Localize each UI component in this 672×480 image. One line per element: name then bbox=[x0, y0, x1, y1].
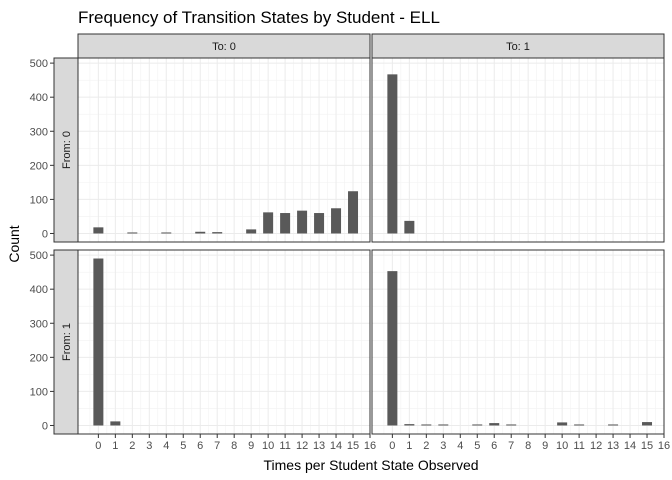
x-tick-label: 16 bbox=[364, 440, 376, 452]
x-tick-label: 10 bbox=[556, 440, 568, 452]
bar bbox=[387, 271, 398, 426]
x-tick-label: 16 bbox=[658, 440, 670, 452]
bar bbox=[110, 421, 121, 426]
x-tick-label: 13 bbox=[607, 440, 619, 452]
panel-background bbox=[78, 250, 370, 434]
y-tick-label: 200 bbox=[30, 160, 48, 172]
bar bbox=[387, 74, 398, 234]
x-tick-label: 3 bbox=[146, 440, 152, 452]
x-tick-label: 13 bbox=[313, 440, 325, 452]
x-tick-label: 6 bbox=[197, 440, 203, 452]
x-tick-label: 14 bbox=[624, 440, 636, 452]
facet-panel bbox=[371, 57, 665, 243]
x-tick-label: 15 bbox=[347, 440, 359, 452]
x-tick-label: 12 bbox=[296, 440, 308, 452]
y-tick-label: 400 bbox=[30, 284, 48, 296]
y-axis-ticks: 0 100 200 300 400 500 0 100 200 300 400 500 bbox=[30, 58, 54, 432]
x-tick-label: 0 bbox=[389, 440, 395, 452]
panel-background bbox=[372, 250, 664, 434]
bar bbox=[438, 424, 449, 426]
chart-title: Frequency of Transition States by Studen… bbox=[78, 8, 440, 27]
bar bbox=[642, 422, 653, 426]
bar bbox=[297, 210, 308, 234]
x-tick-label: 15 bbox=[641, 440, 653, 452]
x-tick-label: 12 bbox=[590, 440, 602, 452]
y-tick-label: 300 bbox=[30, 126, 48, 138]
column-strip bbox=[371, 33, 665, 59]
bar bbox=[574, 424, 585, 426]
facet-panel bbox=[371, 249, 665, 435]
x-tick-label: 8 bbox=[231, 440, 237, 452]
bar bbox=[161, 232, 172, 234]
x-tick-label: 14 bbox=[330, 440, 342, 452]
y-tick-label: 0 bbox=[42, 420, 48, 432]
x-tick-label: 0 bbox=[95, 440, 101, 452]
x-tick-label: 11 bbox=[573, 440, 584, 452]
column-strip bbox=[77, 33, 371, 59]
y-tick-label: 400 bbox=[30, 92, 48, 104]
panel-border bbox=[77, 249, 371, 435]
x-tick-label: 9 bbox=[248, 440, 254, 452]
x-tick-label: 2 bbox=[423, 440, 429, 452]
x-tick-label: 7 bbox=[508, 440, 514, 452]
bar bbox=[557, 422, 568, 426]
panel-background bbox=[372, 58, 664, 242]
x-tick-label: 9 bbox=[542, 440, 548, 452]
bar bbox=[404, 220, 415, 234]
row-strip-label: From: 0 bbox=[61, 131, 73, 169]
bar bbox=[212, 232, 223, 234]
bar bbox=[314, 213, 325, 234]
x-tick-label: 5 bbox=[180, 440, 186, 452]
bar bbox=[127, 232, 138, 234]
bar bbox=[421, 424, 432, 426]
x-tick-label: 11 bbox=[279, 440, 290, 452]
facet-panel bbox=[77, 57, 371, 243]
facet-panel bbox=[77, 249, 371, 435]
bar bbox=[246, 229, 257, 234]
x-tick-label: 3 bbox=[440, 440, 446, 452]
bar bbox=[93, 227, 104, 234]
facet-panels: To: 0 To: 1 From: 0 From: 1 bbox=[53, 33, 665, 435]
row-strip-label: From: 1 bbox=[61, 323, 73, 361]
bar bbox=[348, 191, 359, 234]
y-tick-label: 500 bbox=[30, 58, 48, 70]
y-tick-label: 100 bbox=[30, 194, 48, 206]
x-tick-label: 1 bbox=[406, 440, 412, 452]
x-tick-label: 1 bbox=[112, 440, 118, 452]
bar bbox=[280, 213, 291, 234]
x-axis-ticks: 0 1 2 3 4 5 6 7 8 9 10 11 12 13 14 15 16 0 1 2 3 4 5 6 7 8 9 10 11 12… bbox=[95, 434, 670, 452]
column-strip-label: To: 1 bbox=[506, 41, 530, 53]
x-axis-title: Times per Student State Observed bbox=[263, 457, 478, 473]
y-tick-label: 200 bbox=[30, 352, 48, 364]
x-tick-label: 2 bbox=[129, 440, 135, 452]
y-tick-label: 300 bbox=[30, 318, 48, 330]
x-tick-label: 6 bbox=[491, 440, 497, 452]
bar bbox=[489, 423, 500, 426]
bar bbox=[195, 231, 206, 234]
column-strip-label: To: 0 bbox=[212, 41, 236, 53]
x-tick-label: 8 bbox=[525, 440, 531, 452]
panel-background bbox=[78, 58, 370, 242]
x-tick-label: 10 bbox=[262, 440, 274, 452]
bar bbox=[472, 424, 483, 426]
bar bbox=[506, 424, 517, 426]
x-tick-label: 4 bbox=[163, 440, 169, 452]
y-tick-label: 0 bbox=[42, 228, 48, 240]
y-axis-title: Count bbox=[6, 225, 22, 262]
panel-border bbox=[77, 57, 371, 243]
row-strip bbox=[53, 57, 79, 243]
x-tick-label: 7 bbox=[214, 440, 220, 452]
panel-border bbox=[371, 57, 665, 243]
x-tick-label: 4 bbox=[457, 440, 463, 452]
y-tick-label: 100 bbox=[30, 386, 48, 398]
bar bbox=[608, 424, 619, 426]
bar bbox=[331, 208, 342, 234]
x-tick-label: 5 bbox=[474, 440, 480, 452]
bar bbox=[263, 212, 274, 234]
bar bbox=[404, 424, 415, 426]
panel-border bbox=[371, 249, 665, 435]
bar bbox=[93, 258, 104, 426]
y-tick-label: 500 bbox=[30, 250, 48, 262]
